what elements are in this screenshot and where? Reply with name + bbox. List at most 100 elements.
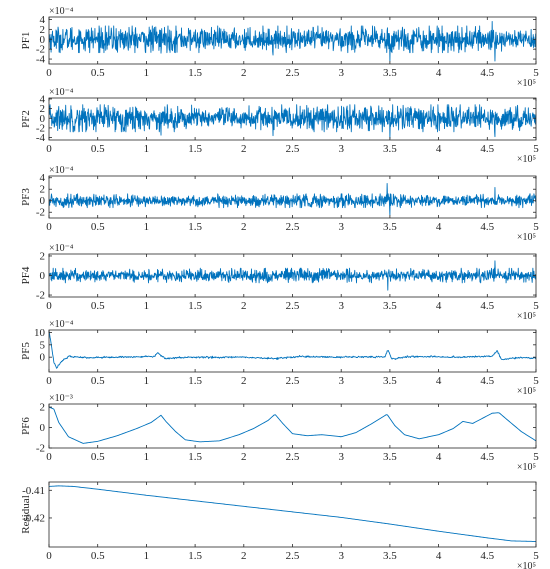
y-tick-label: 2: [40, 184, 46, 196]
y-tick-label: -4: [36, 54, 46, 66]
y-tick-label: 4: [40, 172, 46, 184]
x-tick-label: 5: [533, 67, 539, 79]
x-tick-label: 0: [46, 300, 52, 312]
x-tick-label: 2: [241, 67, 247, 79]
x-tick-label: 4.5: [480, 550, 494, 562]
series-line-pf6: [49, 406, 536, 444]
y-tick-label: 2: [40, 250, 46, 262]
x-exponent-label: ×10⁵: [517, 154, 536, 165]
x-tick-label: 0: [46, 451, 52, 463]
y-tick-label: 2: [40, 24, 46, 36]
x-tick-label: 4.5: [480, 375, 494, 387]
x-tick-label: 0.5: [91, 451, 105, 463]
x-tick-label: 5: [533, 143, 539, 155]
x-tick-label: 3.5: [383, 143, 397, 155]
axes-frame: [48, 329, 537, 373]
y-exponent-label: ×10⁻⁴: [49, 165, 74, 176]
x-tick-label: 4: [436, 221, 442, 233]
x-tick-label: 4: [436, 143, 442, 155]
axes-frame: [48, 403, 537, 449]
x-tick-label: 2.5: [286, 300, 300, 312]
x-tick-label: 5: [533, 451, 539, 463]
x-tick-label: 1.5: [188, 221, 202, 233]
y-exponent-label: ×10⁻⁴: [49, 6, 74, 17]
y-axis-label: PF3: [20, 188, 32, 206]
x-tick-label: 2.5: [286, 375, 300, 387]
y-tick-label: 0: [40, 195, 46, 207]
y-tick-label: 0: [40, 113, 46, 125]
x-tick-label: 0: [46, 221, 52, 233]
x-tick-label: 1.5: [188, 143, 202, 155]
x-tick-label: 1.5: [188, 451, 202, 463]
x-tick-label: 4.5: [480, 67, 494, 79]
x-tick-label: 4.5: [480, 451, 494, 463]
x-tick-label: 1.5: [188, 300, 202, 312]
x-tick-label: 1: [144, 221, 150, 233]
x-tick-label: 0.5: [91, 143, 105, 155]
x-tick-label: 4: [436, 67, 442, 79]
x-tick-label: 5: [533, 550, 539, 562]
x-tick-label: 2.5: [286, 221, 300, 233]
x-tick-label: 1.5: [188, 67, 202, 79]
x-tick-label: 1: [144, 67, 150, 79]
y-exponent-label: ×10⁻³: [49, 393, 73, 404]
x-tick-label: 4.5: [480, 143, 494, 155]
y-tick-label: 2: [40, 103, 46, 115]
x-tick-label: 0.5: [91, 550, 105, 562]
series-line-residual: [49, 485, 536, 542]
series-line-pf2: [49, 104, 536, 139]
x-exponent-label: ×10⁵: [517, 561, 536, 569]
x-exponent-label: ×10⁵: [517, 311, 536, 322]
series-line-pf3: [49, 183, 536, 216]
x-tick-label: 3: [338, 451, 344, 463]
x-tick-label: 2: [241, 451, 247, 463]
y-tick-label: -0.42: [22, 512, 45, 524]
x-exponent-label: ×10⁵: [517, 232, 536, 243]
y-tick-label: -4: [36, 132, 46, 144]
x-tick-label: 3.5: [383, 550, 397, 562]
x-tick-label: 3: [338, 300, 344, 312]
x-exponent-label: ×10⁵: [517, 78, 536, 89]
x-tick-label: 4: [436, 451, 442, 463]
x-tick-label: 0.5: [91, 67, 105, 79]
x-tick-label: 1.5: [188, 375, 202, 387]
x-tick-label: 2.5: [286, 143, 300, 155]
x-tick-label: 0: [46, 375, 52, 387]
x-tick-label: 3: [338, 143, 344, 155]
x-tick-label: 0.5: [91, 375, 105, 387]
x-tick-label: 0: [46, 67, 52, 79]
y-exponent-label: ×10⁻⁴: [49, 243, 74, 254]
x-tick-label: 3.5: [383, 375, 397, 387]
x-tick-label: 4: [436, 550, 442, 562]
y-tick-label: 0: [40, 352, 46, 364]
series-line-pf5: [49, 330, 536, 369]
x-tick-label: 4.5: [480, 300, 494, 312]
y-exponent-label: ×10⁻⁴: [49, 319, 74, 330]
y-tick-label: -2: [36, 44, 45, 56]
y-tick-label: 0: [40, 34, 46, 46]
x-tick-label: 3.5: [383, 67, 397, 79]
x-tick-label: 0: [46, 550, 52, 562]
x-tick-label: 0: [46, 143, 52, 155]
x-tick-label: 3.5: [383, 451, 397, 463]
x-tick-label: 3.5: [383, 221, 397, 233]
x-tick-label: 1: [144, 143, 150, 155]
x-tick-label: 1: [144, 375, 150, 387]
y-axis-label: PF4: [20, 266, 32, 284]
x-tick-label: 3: [338, 375, 344, 387]
y-tick-label: 4: [40, 93, 46, 105]
y-axis-label: PF6: [20, 417, 32, 435]
x-tick-label: 1.5: [188, 550, 202, 562]
x-tick-label: 2.5: [286, 550, 300, 562]
x-tick-label: 3: [338, 67, 344, 79]
x-tick-label: 5: [533, 300, 539, 312]
y-tick-label: -2: [36, 443, 45, 455]
x-tick-label: 5: [533, 375, 539, 387]
x-tick-label: 4: [436, 375, 442, 387]
